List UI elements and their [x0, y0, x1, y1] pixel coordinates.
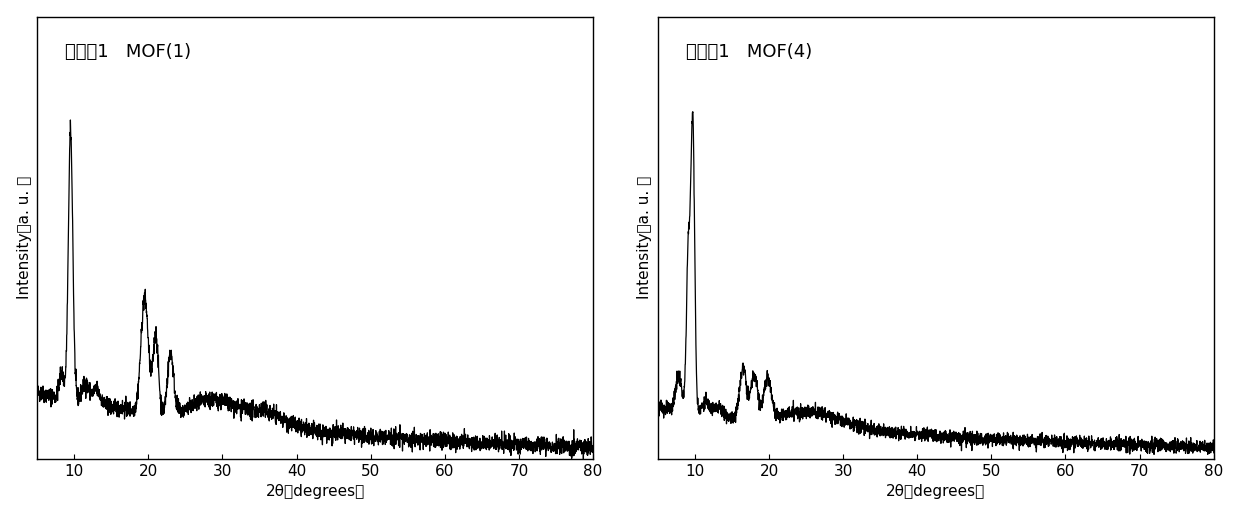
- Y-axis label: Intensity（a. u. ）: Intensity（a. u. ）: [16, 176, 32, 299]
- Text: 对比例1   MOF(4): 对比例1 MOF(4): [686, 43, 812, 61]
- Y-axis label: Intensity（a. u. ）: Intensity（a. u. ）: [637, 176, 652, 299]
- Text: 实施例1   MOF(1): 实施例1 MOF(1): [64, 43, 191, 61]
- X-axis label: 2θ（degrees）: 2θ（degrees）: [887, 485, 986, 499]
- X-axis label: 2θ（degrees）: 2θ（degrees）: [265, 485, 365, 499]
